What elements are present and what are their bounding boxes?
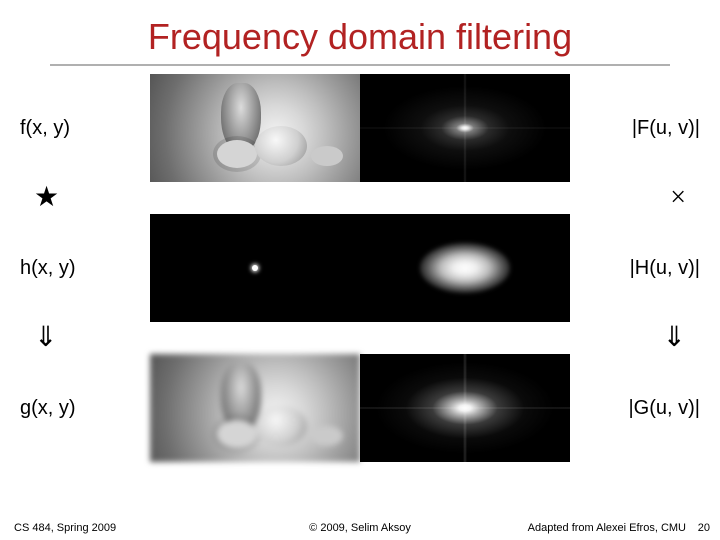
page-title: Frequency domain filtering: [0, 16, 720, 58]
label-hxy: h(x, y): [20, 257, 100, 280]
slide: Frequency domain filtering f(x, y) |F(u,…: [0, 0, 720, 540]
panel-spatial-g: [150, 354, 360, 462]
page-number: 20: [698, 522, 710, 534]
label-fxy: f(x, y): [20, 117, 100, 140]
arrow-down-left: ⇓: [20, 322, 100, 354]
title-rule: [50, 64, 669, 66]
footer-right: Adapted from Alexei Efros, CMU: [528, 522, 686, 534]
diagram-grid: f(x, y) |F(u, v)| ★ × h(x, y) |H(u, v)| …: [20, 74, 700, 462]
label-Guv: |G(u, v)|: [620, 397, 700, 420]
footer-center: © 2009, Selim Aksoy: [309, 522, 411, 534]
image-row-1: [100, 74, 620, 182]
panel-freq-f: [360, 74, 570, 182]
operator-convolution: ★: [20, 182, 100, 214]
panel-freq-g: [360, 354, 570, 462]
label-Huv: |H(u, v)|: [620, 257, 700, 280]
image-row-3: [100, 354, 620, 462]
footer-left: CS 484, Spring 2009: [14, 522, 116, 534]
arrow-down-right: ⇓: [620, 322, 700, 354]
title-area: Frequency domain filtering: [0, 0, 720, 64]
image-row-2: [100, 214, 620, 322]
panel-freq-h: [360, 214, 570, 322]
content-area: f(x, y) |F(u, v)| ★ × h(x, y) |H(u, v)| …: [0, 74, 720, 540]
panel-spatial-h: [150, 214, 360, 322]
label-Fuv: |F(u, v)|: [620, 117, 700, 140]
footer: CS 484, Spring 2009 © 2009, Selim Aksoy …: [0, 512, 720, 534]
label-gxy: g(x, y): [20, 397, 100, 420]
panel-spatial-f: [150, 74, 360, 182]
operator-multiply: ×: [620, 182, 700, 214]
